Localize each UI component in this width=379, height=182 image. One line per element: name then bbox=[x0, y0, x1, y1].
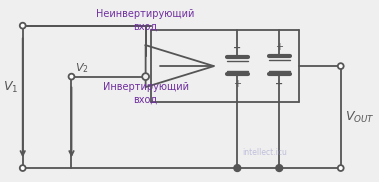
Circle shape bbox=[142, 73, 149, 80]
Text: intellect.icu: intellect.icu bbox=[242, 148, 287, 157]
Text: $V_1$: $V_1$ bbox=[3, 80, 18, 95]
Text: +: + bbox=[275, 42, 283, 52]
Circle shape bbox=[338, 63, 344, 69]
Circle shape bbox=[234, 165, 241, 171]
Text: $V_{OUT}$: $V_{OUT}$ bbox=[345, 110, 374, 125]
Text: +: + bbox=[233, 79, 241, 89]
Text: −: − bbox=[233, 42, 241, 52]
Circle shape bbox=[338, 165, 344, 171]
Circle shape bbox=[276, 165, 283, 171]
Text: Инвертирующий
вход: Инвертирующий вход bbox=[103, 82, 189, 105]
Circle shape bbox=[69, 74, 74, 80]
Text: $V_2$: $V_2$ bbox=[75, 61, 89, 75]
Circle shape bbox=[20, 165, 26, 171]
Text: Неинвертирующий
вход: Неинвертирующий вход bbox=[96, 9, 195, 31]
Text: −: − bbox=[275, 79, 283, 89]
Circle shape bbox=[20, 23, 26, 29]
